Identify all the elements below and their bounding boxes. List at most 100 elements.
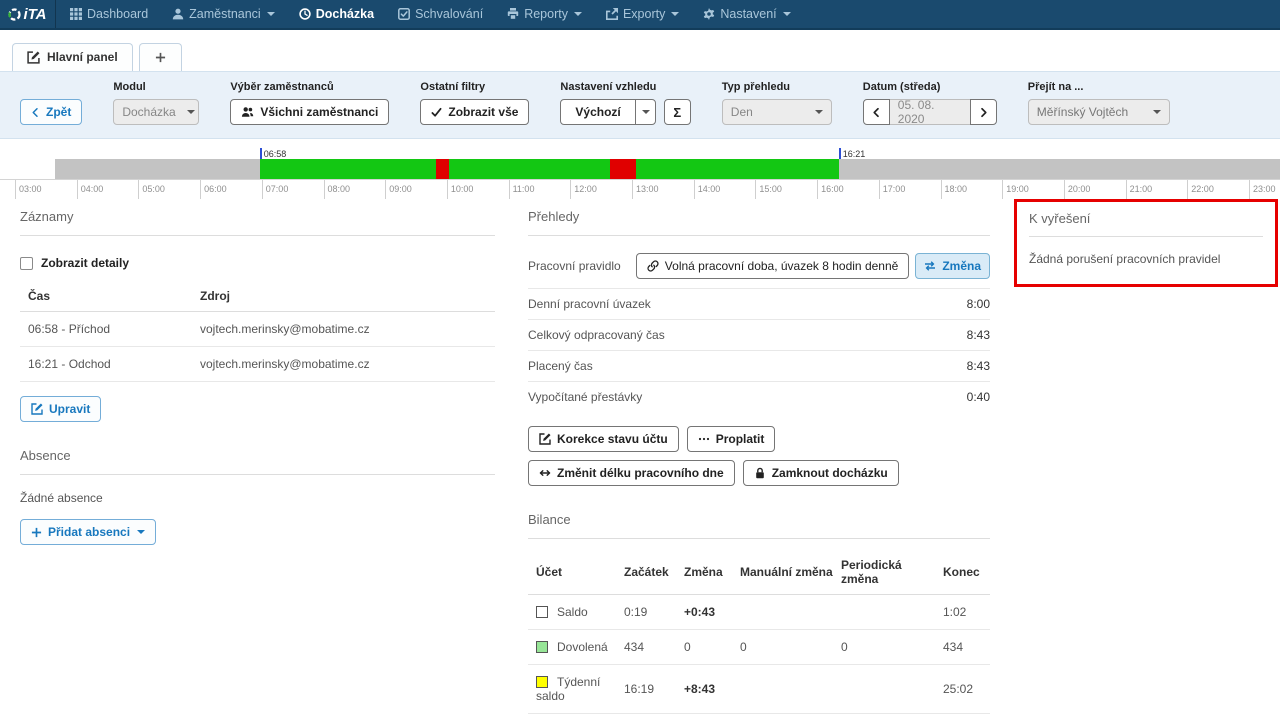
zmenit-delku-label: Změnit délku pracovního dne — [557, 466, 724, 480]
pencil-square-icon — [27, 51, 40, 64]
table-row: 16:21 - Odchod vojtech.merinsky@mobatime… — [20, 347, 495, 382]
show-details-checkbox[interactable] — [20, 257, 33, 270]
proplatit-button[interactable]: Proplatit — [687, 426, 776, 452]
tab-hlavni-panel[interactable]: Hlavní panel — [12, 43, 133, 71]
timeline-tick — [262, 180, 263, 199]
tab-bar: Hlavní panel — [0, 43, 1280, 71]
timeline-segment — [436, 159, 449, 179]
timeline-tick-label: 10:00 — [451, 184, 474, 194]
stat-value: 8:43 — [967, 359, 990, 373]
caret-down-icon — [815, 110, 823, 114]
prejit-na-label: Přejít na ... — [1028, 81, 1170, 93]
prev-day-button[interactable] — [863, 99, 890, 125]
toolbar: Zpět Modul Docházka Výběr zaměstnanců Vš… — [0, 71, 1280, 139]
pencil-square-icon — [539, 433, 551, 445]
timeline-segment — [839, 159, 1280, 179]
nav-label: Zaměstnanci — [189, 7, 261, 21]
timeline[interactable]: 06:5816:21 03:0004:0005:0006:0007:0008:0… — [0, 148, 1280, 199]
zamknout-dochazku-button[interactable]: Zamknout docházku — [743, 460, 899, 486]
timeline-bar[interactable] — [0, 159, 1280, 179]
absence-title: Absence — [20, 438, 495, 474]
record-time: 06:58 - Příchod — [20, 312, 196, 347]
timeline-tick — [200, 180, 201, 199]
check-square-icon — [398, 8, 410, 20]
back-button[interactable]: Zpět — [20, 99, 82, 125]
vyber-zamestnancu-value: Všichni zaměstnanci — [260, 105, 378, 119]
vzhled-caret-button[interactable] — [635, 100, 655, 124]
pracovni-pravidlo-button[interactable]: Volná pracovní doba, úvazek 8 hodin denn… — [636, 253, 910, 279]
korekce-stavu-uctu-button[interactable]: Korekce stavu účtu — [528, 426, 679, 452]
modul-value: Docházka — [122, 105, 175, 119]
nav-item-exporty[interactable]: Exporty — [606, 7, 679, 21]
timeline-tick-label: 16:00 — [821, 184, 844, 194]
sigma-button[interactable]: Σ — [664, 99, 691, 125]
timeline-tick — [138, 180, 139, 199]
timeline-tick — [941, 180, 942, 199]
add-tab-button[interactable] — [139, 43, 182, 71]
prejit-na-select[interactable]: Měřínský Vojtěch — [1028, 99, 1170, 125]
timeline-tick-label: 23:00 — [1253, 184, 1276, 194]
record-source: vojtech.merinsky@mobatime.cz — [196, 312, 495, 347]
timeline-tick — [1064, 180, 1065, 199]
pracovni-pravidlo-value: Volná pracovní doba, úvazek 8 hodin denn… — [665, 259, 899, 273]
timeline-segment — [610, 159, 635, 179]
timeline-marker-label: 06:58 — [264, 149, 287, 159]
k-vyreseni-box: K vyřešení Žádná porušení pracovních pra… — [1014, 199, 1278, 287]
col-header-zdroj: Zdroj — [196, 280, 495, 312]
stat-label: Vypočítané přestávky — [528, 390, 642, 404]
modul-select[interactable]: Docházka — [113, 99, 199, 125]
arrows-horizontal-icon — [539, 467, 551, 479]
nav-item-zamestnanci[interactable]: Zaměstnanci — [172, 7, 275, 21]
vzhled-value: Výchozí — [561, 100, 634, 124]
zmenit-delku-button[interactable]: Změnit délku pracovního dne — [528, 460, 735, 486]
typ-prehledu-label: Typ přehledu — [722, 81, 832, 93]
pracovni-pravidlo-label: Pracovní pravidlo — [528, 259, 621, 273]
timeline-tick — [324, 180, 325, 199]
timeline-tick-label: 09:00 — [389, 184, 412, 194]
caret-down-icon — [1153, 110, 1161, 114]
stat-row: Denní pracovní úvazek 8:00 — [528, 289, 990, 320]
ostatni-filtry-button[interactable]: Zobrazit vše — [420, 99, 529, 125]
next-day-button[interactable] — [970, 99, 997, 125]
zaznamy-edit-button[interactable]: Upravit — [20, 396, 101, 422]
printer-icon — [507, 8, 519, 20]
col-header-manualni: Manuální změna — [736, 549, 837, 595]
clock-ring-icon — [8, 8, 21, 21]
timeline-segment — [449, 159, 611, 179]
zmena-button[interactable]: Změna — [915, 253, 990, 279]
stat-label: Celkový odpracovaný čas — [528, 328, 665, 342]
ostatni-filtry-label: Ostatní filtry — [420, 81, 529, 93]
repeat-icon — [924, 260, 936, 272]
show-details-label: Zobrazit detaily — [41, 256, 129, 270]
timeline-tick — [509, 180, 510, 199]
prejit-na-value: Měřínský Vojtěch — [1037, 105, 1128, 119]
timeline-tick-label: 20:00 — [1068, 184, 1091, 194]
nav-item-reporty[interactable]: Reporty — [507, 7, 582, 21]
timeline-tick-label: 12:00 — [574, 184, 597, 194]
app-logo[interactable]: iTA — [0, 0, 56, 28]
nav-item-dochazka[interactable]: Docházka — [299, 7, 374, 21]
caret-down-icon — [187, 110, 195, 114]
bilance-table: Účet Začátek Změna Manuální změna Period… — [528, 549, 990, 714]
gear-icon — [703, 8, 715, 20]
date-picker: 05. 08. 2020 — [863, 99, 997, 125]
timeline-tick-label: 13:00 — [636, 184, 659, 194]
timeline-tick-label: 15:00 — [759, 184, 782, 194]
account-color-swatch — [536, 641, 548, 653]
col-header-periodicka: Periodická změna — [837, 549, 939, 595]
typ-prehledu-select[interactable]: Den — [722, 99, 832, 125]
add-absence-button[interactable]: Přidat absenci — [20, 519, 156, 545]
tab-label: Hlavní panel — [47, 50, 118, 64]
nav-item-dashboard[interactable]: Dashboard — [70, 7, 148, 21]
timeline-segment — [55, 159, 260, 179]
plus-icon — [31, 527, 42, 538]
vzhled-split-button[interactable]: Výchozí — [560, 99, 655, 125]
caret-down-icon — [574, 12, 582, 16]
pencil-square-icon — [31, 403, 43, 415]
date-value[interactable]: 05. 08. 2020 — [890, 99, 970, 125]
nav-item-schvalovani[interactable]: Schvalování — [398, 7, 483, 21]
vyber-zamestnancu-button[interactable]: Všichni zaměstnanci — [230, 99, 389, 125]
timeline-tick — [1126, 180, 1127, 199]
nav-item-nastaveni[interactable]: Nastavení — [703, 7, 790, 21]
timeline-segment — [260, 159, 436, 179]
